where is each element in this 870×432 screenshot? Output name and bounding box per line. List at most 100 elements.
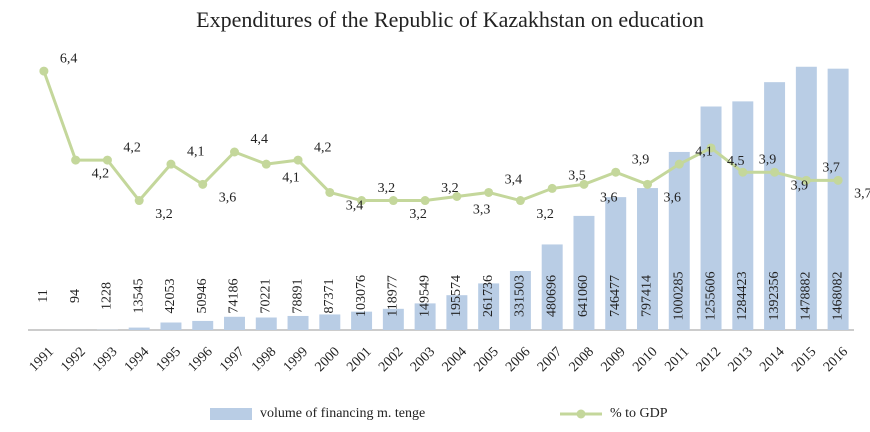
line-value-label: 3,2 bbox=[536, 207, 554, 222]
x-tick-label: 2016 bbox=[821, 344, 851, 374]
bar-value-label: 746477 bbox=[608, 275, 623, 317]
line-value-label: 3,4 bbox=[346, 199, 364, 214]
line-marker bbox=[293, 155, 303, 165]
bar bbox=[224, 316, 245, 330]
bar-value-label: 1468082 bbox=[830, 272, 845, 321]
bar bbox=[509, 270, 531, 330]
legend-label: volume of financing m. tenge bbox=[260, 406, 425, 421]
x-tick-label: 2000 bbox=[313, 344, 343, 374]
line-value-label: 3,9 bbox=[759, 152, 777, 167]
bar-value-label: 11 bbox=[36, 289, 51, 302]
bar bbox=[700, 106, 722, 330]
x-tick-label: 1994 bbox=[122, 344, 152, 374]
x-tick-label: 2002 bbox=[376, 344, 406, 374]
x-tick-label: 2004 bbox=[440, 344, 470, 374]
bar-value-label: 118977 bbox=[386, 275, 401, 316]
bar bbox=[414, 303, 436, 330]
x-tick-label: 1996 bbox=[185, 344, 215, 374]
x-tick-label: 2008 bbox=[567, 344, 597, 374]
line-marker bbox=[261, 159, 271, 169]
line-value-label: 3,7 bbox=[822, 161, 840, 176]
bar-value-label: 94 bbox=[68, 289, 83, 303]
bar bbox=[637, 188, 658, 330]
line-value-label: 4,4 bbox=[251, 132, 269, 147]
line-value-label: 4,2 bbox=[123, 140, 141, 155]
x-tick-label: 1995 bbox=[154, 344, 184, 374]
line-marker bbox=[547, 183, 557, 193]
bar-value-label: 1228 bbox=[100, 282, 115, 310]
line-value-label: 3,6 bbox=[219, 191, 237, 206]
x-tick-label: 1992 bbox=[58, 344, 88, 374]
bar bbox=[764, 82, 786, 330]
bar-value-label: 42053 bbox=[163, 279, 178, 314]
line-value-label: 3,2 bbox=[378, 181, 396, 196]
x-tick-label: 1998 bbox=[249, 344, 279, 374]
bar bbox=[573, 215, 595, 330]
line-value-label: 3,6 bbox=[664, 191, 682, 206]
line-value-label: 4,5 bbox=[727, 154, 745, 169]
x-tick-label: 2013 bbox=[726, 344, 756, 374]
line-value-label: 3,4 bbox=[505, 173, 522, 188]
bar-value-label: 74186 bbox=[227, 279, 242, 314]
x-tick-label: 2011 bbox=[662, 344, 692, 374]
line-marker bbox=[484, 187, 494, 197]
line-marker bbox=[388, 196, 398, 206]
line-marker bbox=[738, 167, 748, 177]
line-marker bbox=[801, 175, 811, 185]
bar bbox=[446, 295, 468, 330]
line-marker bbox=[452, 192, 462, 201]
line-marker bbox=[770, 167, 780, 177]
x-tick-label: 1993 bbox=[90, 344, 120, 374]
line-value-label: 4,1 bbox=[695, 144, 713, 159]
x-tick-label: 2006 bbox=[503, 344, 533, 374]
line-marker bbox=[325, 187, 335, 197]
bar-value-label: 87371 bbox=[322, 279, 337, 314]
bar-value-label: 641060 bbox=[576, 275, 591, 317]
line-marker bbox=[166, 159, 176, 169]
line-value-label: 3,7 bbox=[854, 187, 870, 202]
bar-value-label: 103076 bbox=[354, 275, 369, 317]
line-value-label: 4,2 bbox=[314, 140, 332, 155]
line-marker bbox=[357, 196, 367, 206]
line-value-label: 3,2 bbox=[441, 181, 459, 196]
bar bbox=[732, 101, 754, 330]
line-marker bbox=[515, 196, 525, 206]
bar-value-label: 797414 bbox=[640, 275, 655, 317]
line-marker bbox=[230, 147, 239, 157]
bar bbox=[287, 315, 309, 330]
bar bbox=[255, 317, 277, 330]
bar bbox=[605, 197, 627, 330]
bar-value-label: 50946 bbox=[195, 279, 210, 314]
line-marker bbox=[39, 66, 49, 76]
line-marker bbox=[102, 155, 112, 165]
legend-label: % to GDP bbox=[610, 406, 668, 421]
bar-value-label: 480696 bbox=[544, 275, 559, 317]
x-tick-label: 1997 bbox=[217, 344, 247, 374]
line-value-label: 4,2 bbox=[92, 166, 110, 181]
line-marker bbox=[198, 179, 208, 189]
x-tick-label: 2003 bbox=[408, 344, 438, 374]
bar bbox=[795, 66, 817, 330]
line-value-label: 4,1 bbox=[187, 144, 205, 159]
bar bbox=[668, 151, 690, 330]
x-tick-label: 2014 bbox=[757, 344, 787, 374]
line-marker bbox=[833, 175, 843, 185]
chart-title: Expenditures of the Republic of Kazakhst… bbox=[196, 7, 704, 32]
x-tick-label: 2010 bbox=[630, 344, 660, 374]
x-tick-label: 2012 bbox=[694, 344, 724, 374]
line bbox=[42, 70, 839, 203]
x-tick-label: 2001 bbox=[344, 344, 374, 374]
legend-swatch-marker bbox=[576, 409, 586, 419]
line-value-label: 3,6 bbox=[600, 191, 618, 206]
line-marker bbox=[579, 179, 589, 189]
line-marker bbox=[643, 179, 652, 189]
line-marker bbox=[674, 159, 684, 169]
line-value-label: 4,1 bbox=[282, 170, 300, 185]
line-value-label: 3,2 bbox=[155, 207, 173, 222]
line-value-label: 3,2 bbox=[409, 207, 427, 222]
bar-value-label: 195574 bbox=[449, 275, 464, 317]
bar bbox=[192, 320, 214, 330]
bar bbox=[319, 314, 341, 330]
x-tick-label: 2009 bbox=[598, 344, 628, 374]
